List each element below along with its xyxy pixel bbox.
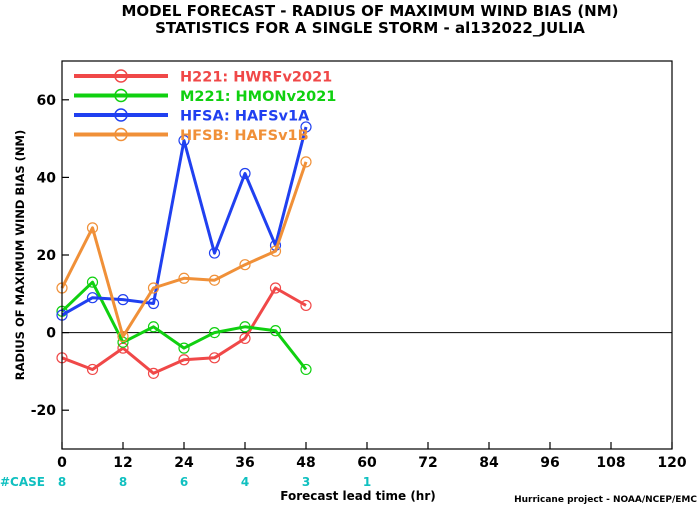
case-count: 4 — [241, 475, 249, 489]
x-tick-label: 60 — [357, 455, 377, 471]
chart-title-line2: STATISTICS FOR A SINGLE STORM - al132022… — [155, 19, 585, 37]
data-point — [269, 282, 282, 294]
x-tick-label: 36 — [235, 455, 254, 471]
data-point — [178, 134, 190, 147]
data-point — [300, 121, 312, 133]
x-tick-label: 120 — [657, 455, 686, 471]
legend-swatch-marker — [114, 69, 128, 83]
case-counts: 8 8 6 4 3 1 — [58, 475, 371, 489]
case-count: 8 — [58, 475, 66, 489]
y-axis-label: RADIUS OF MAXIMUM WIND BIAS (NM) — [13, 130, 27, 381]
data-point — [147, 367, 160, 379]
data-point — [147, 297, 160, 310]
data-point — [147, 282, 160, 294]
x-axis-label: Forecast lead time (hr) — [280, 489, 436, 503]
data-point — [178, 342, 190, 354]
axis-layer: 0 12 24 36 48 60 72 84 96 108 120 -20 0 20 40 60 — [31, 93, 687, 471]
y-tick-label: 20 — [37, 248, 57, 264]
series-layer — [56, 121, 312, 379]
x-tick-label: 72 — [418, 455, 437, 471]
data-point — [208, 327, 221, 339]
y-tick-label: 0 — [46, 326, 56, 342]
series-line — [61, 286, 307, 375]
data-point — [86, 292, 99, 304]
data-point — [86, 276, 99, 288]
data-point — [300, 156, 312, 168]
case-count: 1 — [363, 475, 371, 489]
legend-label: HFSB: HAFSv1B — [180, 128, 309, 144]
chart-title-line1: MODEL FORECAST - RADIUS OF MAXIMUM WIND … — [121, 2, 618, 20]
data-point — [208, 247, 221, 259]
data-point — [117, 330, 129, 343]
data-point — [239, 167, 251, 180]
case-count: 3 — [302, 475, 310, 489]
data-point — [208, 352, 221, 364]
y-tick-label: -20 — [31, 403, 57, 419]
series-4 — [56, 156, 312, 343]
series-line — [61, 126, 308, 317]
data-point — [86, 363, 99, 376]
data-point — [147, 321, 160, 333]
data-point — [208, 274, 221, 286]
case-count: 6 — [180, 475, 188, 489]
credit-text: Hurricane project - NOAA/NCEP/EMC — [514, 495, 697, 505]
data-point — [269, 245, 282, 257]
y-tick-label: 60 — [37, 93, 57, 109]
data-point — [239, 321, 251, 333]
legend-swatch-marker — [114, 108, 128, 122]
data-point — [300, 299, 312, 312]
x-tick-label: 12 — [113, 455, 132, 471]
case-label: #CASE — [0, 475, 45, 489]
series-line — [60, 161, 308, 338]
x-tick-label: 24 — [174, 455, 194, 471]
x-tick-label: 0 — [57, 455, 67, 471]
series-1 — [56, 282, 312, 379]
legend-swatch-marker — [114, 88, 128, 103]
legend-item: HFSB: HAFSv1B — [74, 127, 309, 144]
x-tick-label: 84 — [479, 455, 499, 471]
series-2 — [56, 276, 312, 376]
series-line — [60, 280, 308, 371]
data-point — [117, 294, 129, 306]
data-point — [178, 272, 190, 284]
data-point — [269, 325, 282, 337]
legend-item: H221: HWRFv2021 — [74, 69, 332, 86]
data-point — [239, 259, 251, 271]
legend-label: H221: HWRFv2021 — [180, 70, 332, 86]
y-tick-label: 40 — [37, 170, 57, 186]
legend: H221: HWRFv2021 M221: HMONv2021 HFSA: HAFS… — [74, 69, 336, 144]
data-point — [300, 363, 312, 376]
data-point — [239, 332, 251, 345]
plot-frame — [61, 60, 673, 450]
x-tick-label: 48 — [296, 455, 315, 471]
legend-item: HFSA: HAFSv1A — [74, 108, 310, 125]
data-point — [178, 354, 190, 366]
data-point — [86, 222, 99, 234]
case-count: 8 — [119, 475, 127, 489]
legend-label: M221: HMONv2021 — [180, 89, 336, 105]
x-tick-label: 96 — [540, 455, 559, 471]
legend-item: M221: HMONv2021 — [74, 88, 336, 105]
legend-label: HFSA: HAFSv1A — [180, 109, 310, 125]
legend-swatch-marker — [114, 127, 128, 142]
x-tick-label: 108 — [596, 455, 625, 471]
